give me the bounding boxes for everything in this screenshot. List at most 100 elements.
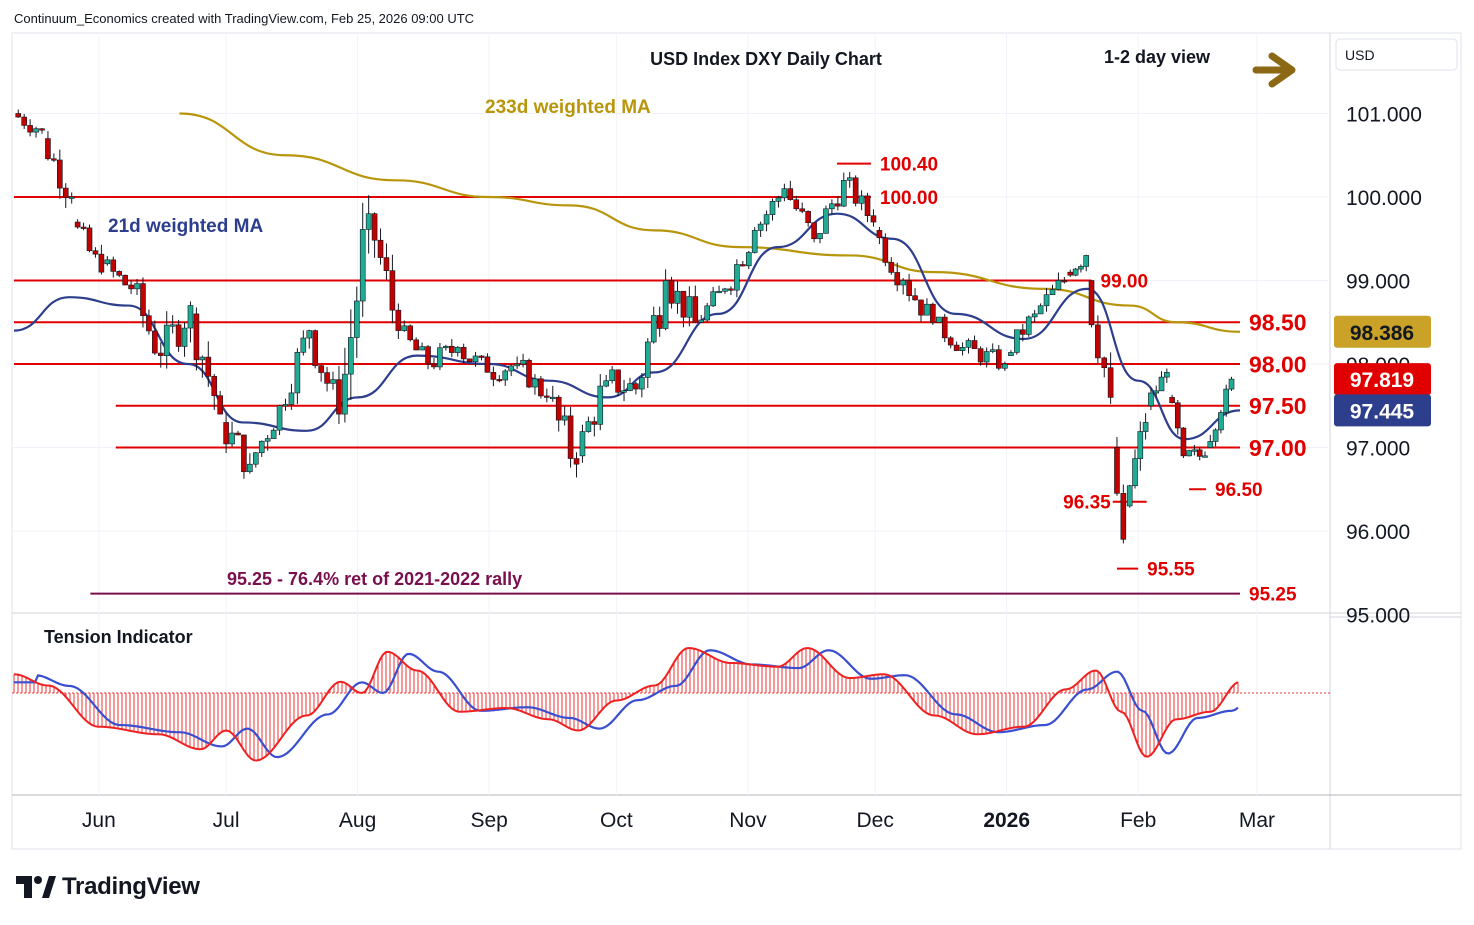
candle-body	[128, 284, 134, 290]
candle-body	[229, 432, 235, 445]
candle-body	[68, 196, 75, 199]
candle-body	[668, 280, 675, 304]
candle-body	[1078, 266, 1084, 270]
candle-body	[1043, 294, 1050, 307]
candle-body	[751, 230, 758, 253]
level-label-96.50: 96.50	[1215, 480, 1263, 501]
candle-body	[253, 452, 259, 465]
candle-body	[829, 203, 835, 210]
candle-body	[740, 264, 746, 267]
badge-label: 98.386	[1350, 322, 1414, 345]
candle-body	[941, 316, 948, 339]
candle-body	[472, 355, 479, 363]
candle-body	[674, 290, 681, 304]
candle-body	[1120, 493, 1127, 540]
candle-body	[852, 177, 859, 204]
candle-body	[294, 351, 301, 394]
candle-body	[947, 337, 954, 346]
candle-body	[288, 392, 295, 405]
level-label-98.00: 98.00	[1249, 351, 1307, 377]
candle-body	[454, 346, 461, 353]
candle-body	[894, 272, 901, 286]
candle-body	[425, 346, 431, 365]
candle-body	[1037, 305, 1044, 315]
candle-body	[1207, 441, 1214, 448]
candle-body	[502, 370, 509, 381]
candle-body	[1169, 397, 1175, 404]
candle-body	[520, 359, 526, 365]
candle-body	[205, 356, 212, 377]
candle-body	[1095, 324, 1101, 359]
candle-body	[324, 372, 330, 384]
candle-body	[484, 356, 491, 373]
candle-body	[698, 319, 705, 323]
y-tick-label: 100.000	[1346, 187, 1422, 210]
candle-body	[193, 313, 200, 361]
candle-body	[769, 201, 776, 215]
currency-label: USD	[1345, 47, 1375, 63]
candle-body	[39, 128, 45, 131]
candle-body	[1031, 313, 1038, 318]
candle-body	[1061, 280, 1068, 283]
candle-body	[781, 188, 788, 199]
y-tick-label: 99.000	[1346, 271, 1410, 294]
candle-body	[1025, 316, 1032, 335]
candle-body	[140, 283, 146, 317]
candle-body	[710, 291, 716, 307]
candle-body	[995, 349, 1002, 369]
candle-body	[466, 358, 473, 363]
candle-body	[745, 252, 752, 267]
candle-body	[1083, 255, 1090, 267]
badge-97.445	[1334, 394, 1431, 427]
candle-body	[163, 324, 170, 356]
candle-body	[1218, 412, 1224, 431]
candle-body	[359, 229, 366, 302]
candle-body	[930, 303, 936, 323]
candle-body	[793, 199, 800, 210]
candle-body	[846, 177, 853, 181]
candle-body	[912, 295, 918, 301]
candle-body	[1186, 450, 1192, 457]
candle-body	[258, 440, 265, 454]
candle-body	[353, 300, 360, 338]
level-label-100.00: 100.00	[880, 188, 938, 209]
candle-body	[1142, 422, 1149, 432]
candle-body	[983, 351, 990, 363]
candlesticks	[15, 109, 1235, 544]
candle-body	[365, 213, 372, 230]
candle-body	[389, 270, 396, 311]
candle-body	[152, 330, 158, 354]
candle-body	[757, 223, 764, 231]
candle-body	[74, 221, 81, 228]
candle-body	[597, 385, 604, 425]
candle-body	[86, 227, 93, 252]
candle-body	[680, 290, 687, 318]
tradingview-logo[interactable]: TradingView	[16, 872, 200, 902]
candle-body	[965, 340, 972, 348]
tension-indicator-pane	[12, 646, 1330, 762]
candle-body	[110, 259, 117, 272]
candle-body	[817, 233, 823, 240]
candle-body	[561, 415, 568, 421]
candle-body	[805, 211, 811, 224]
gridlines	[12, 33, 1330, 795]
candle-body	[1164, 372, 1170, 378]
currency-box[interactable]	[1335, 38, 1458, 71]
candle-body	[1148, 392, 1154, 407]
candle-body	[591, 421, 598, 425]
candle-body	[615, 369, 621, 393]
candle-body	[104, 259, 111, 265]
candle-body	[573, 458, 580, 465]
candle-body	[989, 349, 996, 352]
candle-body	[603, 380, 610, 387]
candle-body	[644, 341, 651, 378]
level-label-95.55: 95.55	[1147, 559, 1195, 580]
candle-body	[276, 405, 283, 431]
level-label-96.35: 96.35	[1063, 493, 1111, 514]
candle-body	[27, 125, 33, 133]
attribution-text: Continuum_Economics created with Trading…	[14, 11, 475, 26]
candle-body	[80, 226, 87, 229]
candle-body	[775, 197, 782, 202]
candle-body	[924, 303, 930, 316]
tension-signal-line	[14, 649, 1239, 759]
